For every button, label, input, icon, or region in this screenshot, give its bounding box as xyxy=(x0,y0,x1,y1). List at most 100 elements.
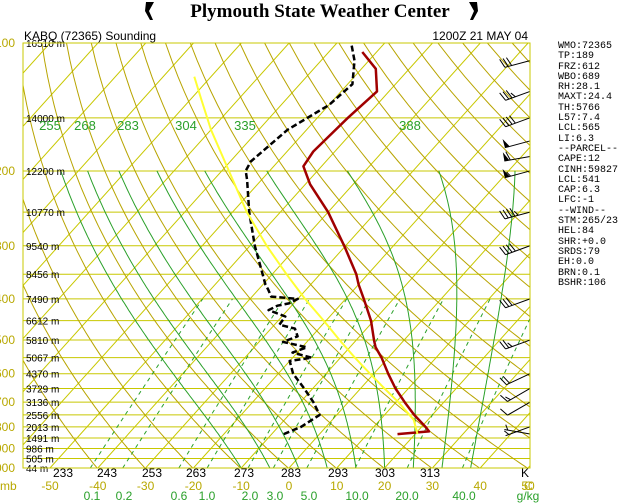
mixing-ratio-label: 2.0 xyxy=(242,489,259,503)
dry-adiabat-line xyxy=(239,43,530,377)
potential-temperature-label: 253 xyxy=(142,466,162,480)
temperature-unit-label: C xyxy=(524,479,533,493)
mixing-ratio-label: 0.6 xyxy=(171,489,188,503)
index-line: TH:5766 xyxy=(558,102,601,114)
right-flag-icon xyxy=(469,2,478,20)
wind-barb-feather xyxy=(507,342,513,347)
height-label: 2013 m xyxy=(26,423,59,434)
pressure-tick-label: 400 xyxy=(0,292,15,306)
pressure-tick-label: 1000 xyxy=(0,461,15,475)
temperature-tick-label: 0 xyxy=(286,479,293,493)
wind-barb-shaft xyxy=(505,426,531,437)
temperature-tick-label: 30 xyxy=(426,479,440,493)
wind-barb-feather xyxy=(499,341,506,350)
wind-barb-feather xyxy=(499,246,506,255)
index-line: CAP:6.3 xyxy=(558,185,601,197)
height-label: 3136 m xyxy=(26,398,59,409)
index-line: TP:189 xyxy=(558,51,595,63)
height-label: 8456 m xyxy=(26,270,59,281)
wind-barb-feather xyxy=(502,117,510,126)
wind-barb-feather xyxy=(505,151,511,161)
index-line: LI:6.3 xyxy=(558,133,595,145)
dry-adiabat-line xyxy=(264,43,530,347)
mixing-ratio-label: 5.0 xyxy=(301,489,318,503)
moist-adiabat-line xyxy=(156,170,328,468)
wind-barb-feather xyxy=(504,430,510,435)
dry-adiabat-line xyxy=(338,43,530,260)
moist-adiabat-line xyxy=(87,170,271,468)
wind-barb-feather xyxy=(502,340,510,349)
index-line: SHR:+0.0 xyxy=(558,236,607,248)
pressure-tick-label: 200 xyxy=(0,164,15,178)
mixing-ratio-line xyxy=(354,298,444,468)
wind-barb-feather xyxy=(505,90,513,99)
wind-barb-feather xyxy=(509,207,516,217)
isotherm-line xyxy=(23,43,290,340)
index-line: CAPE:12 xyxy=(558,154,601,166)
temperature-tick-label: 20 xyxy=(378,479,392,493)
wind-barb xyxy=(499,115,531,128)
isotherm-line xyxy=(49,43,433,468)
isotherm-line xyxy=(384,305,530,468)
temperature-tick-label: 40 xyxy=(474,479,488,493)
wind-barb-feather xyxy=(499,210,506,220)
moist-adiabat-line xyxy=(118,170,300,468)
wind-barb-feather xyxy=(502,58,509,67)
dry-adiabat-line xyxy=(23,197,194,468)
wind-barb-feather xyxy=(500,408,508,416)
wind-barb xyxy=(504,426,531,437)
index-line: SRDS:79 xyxy=(558,246,601,258)
potential-temperature-label: 313 xyxy=(420,466,440,480)
height-label: 6612 m xyxy=(26,317,59,328)
parcel-trace xyxy=(193,76,419,435)
wind-barb xyxy=(499,57,531,68)
wind-barb-feather xyxy=(499,377,507,386)
wind-barb xyxy=(499,243,531,256)
moist-adiabat-line xyxy=(346,170,416,468)
wind-barb-feather xyxy=(502,298,510,307)
page-title: Plymouth State Weather Center xyxy=(190,1,450,22)
height-label: 7490 m xyxy=(26,295,59,306)
index-line: CINH:59827 xyxy=(558,164,619,176)
wind-barb-shaft xyxy=(504,140,531,149)
temperature-tick-label: 50 xyxy=(521,479,535,493)
index-line: WMO:72365 xyxy=(558,41,613,52)
wind-barb xyxy=(499,207,531,220)
moist-adiabat-line xyxy=(60,170,242,468)
temperature-tick-label: -10 xyxy=(233,479,251,493)
wind-barb-shaft xyxy=(505,117,531,128)
potential-temperature-unit: K xyxy=(521,466,529,480)
wind-barb-feather xyxy=(499,300,506,309)
equivalent-potential-temperature-label: 283 xyxy=(117,118,139,133)
dry-adiabat-line xyxy=(140,43,480,468)
wind-barb-feather xyxy=(506,57,513,66)
wind-barb xyxy=(500,388,531,402)
wind-barb xyxy=(499,373,531,386)
index-line: --WIND-- xyxy=(558,205,607,217)
wind-barb-shaft xyxy=(504,156,531,162)
height-label: 12200 m xyxy=(26,167,65,178)
isotherm-line xyxy=(23,43,99,127)
mixing-ratio-label: 40.0 xyxy=(452,489,476,503)
potential-temperature-label: 263 xyxy=(186,466,206,480)
header-banner: Plymouth State Weather Center xyxy=(0,0,640,26)
potential-temperature-label: 293 xyxy=(328,466,348,480)
mixing-ratio-line xyxy=(306,298,401,468)
mixing-ratio-line xyxy=(206,298,311,468)
height-label: 2556 m xyxy=(26,411,59,422)
index-line: LFC:-1 xyxy=(558,195,595,207)
index-line: MAXT:24.4 xyxy=(558,92,613,104)
wind-barbs xyxy=(499,57,531,437)
dry-adiabat-line xyxy=(313,43,530,288)
wind-barb-feather xyxy=(506,171,512,177)
mixing-ratio-line xyxy=(247,298,348,468)
mixing-ratio-label: 10.0 xyxy=(345,489,369,503)
wind-barb-feather xyxy=(506,208,513,218)
isotherm-line xyxy=(23,43,386,446)
isotherm-line xyxy=(97,43,481,468)
index-line: LCL:565 xyxy=(558,123,601,135)
wind-barb-feather xyxy=(502,91,510,100)
height-label: 44 m xyxy=(26,464,48,475)
wind-barb-shaft xyxy=(505,90,531,101)
